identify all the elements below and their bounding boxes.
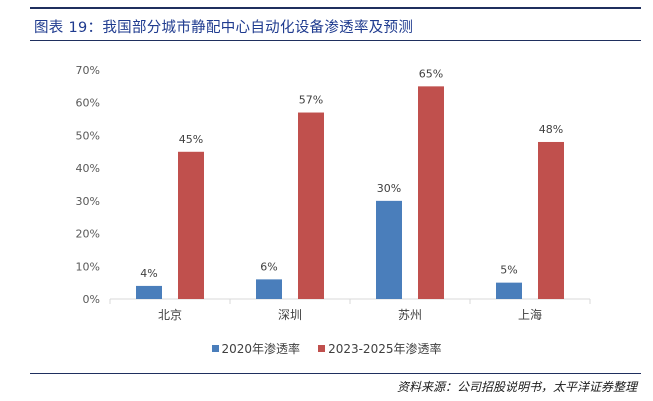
legend-swatch-2023-2025 (318, 345, 326, 352)
bar-2020 (136, 285, 162, 299)
legend-item-2020: 2020年渗透率 (211, 340, 301, 357)
bar-2023-2025 (418, 86, 444, 299)
legend-item-2023-2025: 2023-2025年渗透率 (318, 340, 441, 357)
title-rule (30, 40, 641, 41)
y-tick-label: 0% (83, 293, 100, 306)
bar-2023-2025 (298, 112, 324, 300)
y-tick-label: 30% (76, 195, 100, 208)
x-category-label: 深圳 (278, 308, 302, 322)
bar-2020 (496, 282, 522, 299)
data-label: 57% (299, 94, 323, 107)
legend-label-2020: 2020年渗透率 (221, 342, 301, 356)
x-category-label: 上海 (518, 307, 542, 322)
bar-2023-2025 (178, 151, 204, 299)
chart-legend: 2020年渗透率 2023-2025年渗透率 (0, 340, 653, 357)
data-label: 5% (500, 264, 517, 277)
y-tick-label: 20% (76, 228, 100, 241)
y-tick-label: 50% (76, 129, 100, 142)
bar-2020 (256, 279, 282, 299)
legend-swatch-2020 (211, 345, 219, 352)
y-tick-label: 40% (76, 162, 100, 175)
bottom-rule (30, 373, 641, 374)
bar-2023-2025 (538, 141, 564, 299)
y-tick-label: 70% (76, 64, 100, 77)
data-label: 6% (260, 260, 277, 273)
x-category-label: 苏州 (398, 308, 422, 322)
data-label: 4% (140, 267, 157, 280)
top-rule (30, 7, 641, 9)
figure-title: 图表 19：我国部分城市静配中心自动化设备渗透率及预测 (34, 20, 414, 36)
data-label: 45% (179, 133, 203, 146)
y-tick-label: 60% (76, 97, 100, 110)
source-note: 资料来源：公司招股说明书，太平洋证券整理 (396, 380, 637, 394)
legend-label-2023-2025: 2023-2025年渗透率 (328, 342, 442, 356)
data-label: 30% (377, 182, 401, 195)
data-label: 65% (419, 67, 443, 80)
bar-2020 (376, 200, 402, 299)
data-label: 48% (539, 123, 563, 136)
x-category-label: 北京 (158, 308, 182, 322)
y-tick-label: 10% (76, 260, 100, 273)
